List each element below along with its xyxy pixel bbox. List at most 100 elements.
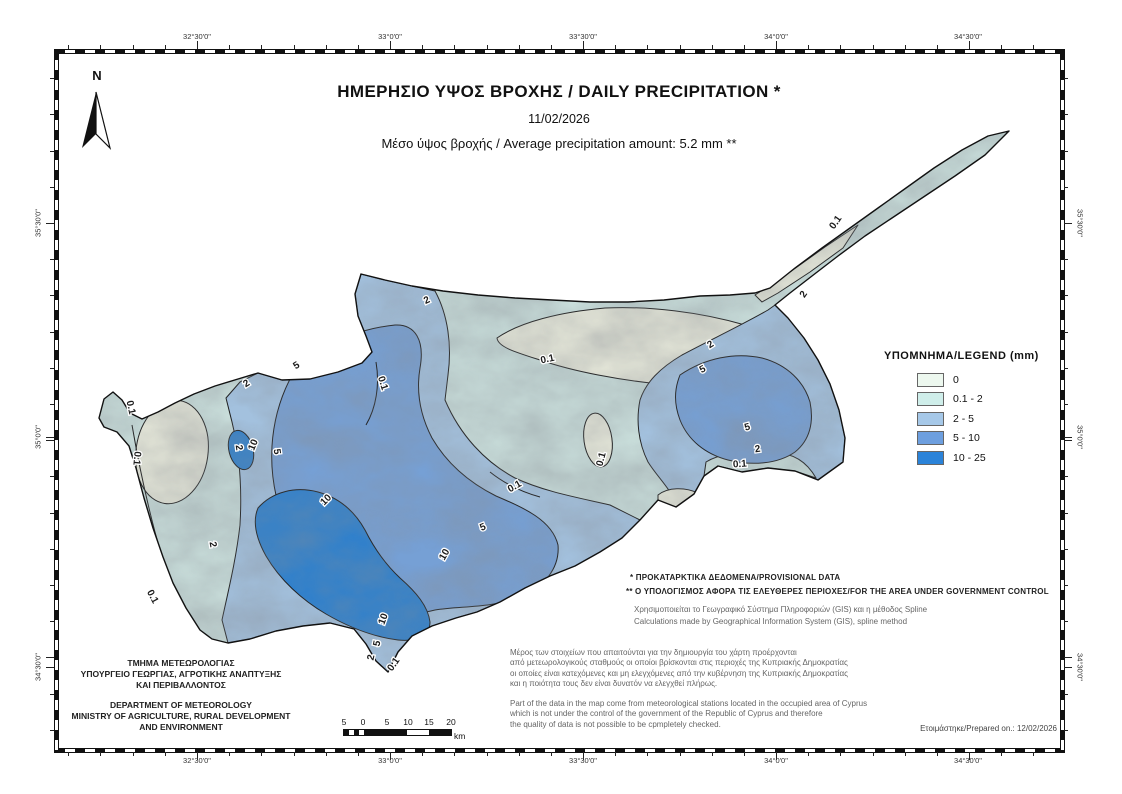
graticule-tick (422, 45, 424, 49)
graticule-tick (840, 752, 842, 756)
graticule-tick (261, 752, 263, 756)
graticule-tick (390, 41, 392, 49)
graticule-tick (904, 752, 906, 756)
graticule-label: 33°30'0" (569, 32, 597, 41)
graticule-tick (50, 729, 54, 731)
graticule-tick (711, 752, 713, 756)
graticule-tick (1064, 512, 1068, 514)
frame-left (54, 49, 59, 753)
map-date: 11/02/2026 (528, 112, 590, 126)
prepared-on: Ετοιμάστηκε/Prepared on.: 12/02/2026 (920, 724, 1057, 733)
graticule-tick (357, 752, 359, 756)
graticule-tick (872, 752, 874, 756)
graticule-tick (1064, 729, 1068, 731)
graticule-tick (68, 752, 70, 756)
contour-label: 0.1 (124, 400, 138, 416)
graticule-tick (100, 45, 102, 49)
contour-label: 0.1 (540, 353, 556, 367)
agency-greek: ΤΜΗΜΑ ΜΕΤΕΩΡΟΛΟΓΙΑΣ ΥΠΟΥΡΓΕΙΟ ΓΕΩΡΓΙΑΣ, … (80, 658, 282, 690)
graticule-tick (1001, 752, 1003, 756)
legend-row: 0 (917, 370, 1039, 390)
contour-label: 5 (743, 421, 752, 433)
graticule-tick (1064, 367, 1068, 369)
graticule-tick (454, 45, 456, 49)
graticule-tick (904, 45, 906, 49)
graticule-tick (486, 752, 488, 756)
legend-row: 5 - 10 (917, 429, 1039, 449)
legend-row: 0.1 - 2 (917, 390, 1039, 410)
scale-bar-segment (353, 730, 359, 735)
graticule-tick (100, 752, 102, 756)
graticule-tick (46, 223, 54, 224)
graticule-tick (164, 752, 166, 756)
legend-swatch (917, 411, 944, 426)
legend-swatch (917, 372, 944, 387)
graticule-tick (46, 667, 54, 668)
graticule-tick (197, 752, 198, 760)
graticule-tick (1064, 114, 1068, 116)
graticule-tick (50, 367, 54, 369)
graticule-tick (1064, 150, 1068, 152)
graticule-tick (50, 548, 54, 550)
graticule-tick (1064, 440, 1072, 442)
graticule-tick (50, 585, 54, 586)
contour-label: 2 (798, 289, 810, 300)
graticule-tick (50, 476, 54, 478)
graticule-label: 34°30'0" (954, 32, 982, 41)
contour-label: 0.1 (827, 213, 844, 231)
legend-row: 2 - 5 (917, 409, 1039, 429)
graticule-tick (550, 752, 552, 756)
graticule-tick (647, 45, 649, 49)
graticule-tick (325, 45, 327, 49)
graticule-tick (1064, 186, 1068, 188)
graticule-tick (615, 752, 617, 756)
contour-label: 5 (271, 448, 283, 455)
graticule-tick (679, 752, 681, 756)
scale-bar-segment (344, 730, 349, 735)
graticule-tick (1064, 667, 1072, 668)
scale-bar-strip (343, 729, 452, 736)
graticule-tick (936, 752, 938, 756)
scale-bar-number: 0 (360, 717, 366, 727)
legend-swatch (917, 392, 944, 407)
graticule-tick (50, 621, 54, 623)
graticule-tick (229, 45, 231, 49)
graticule-tick (229, 752, 231, 756)
legend-label: 5 - 10 (953, 432, 980, 445)
contour-label: 2 (754, 444, 761, 456)
graticule-tick (50, 295, 54, 297)
graticule-tick (1064, 621, 1068, 623)
scale-bar-number: 5 (384, 717, 390, 727)
graticule-tick (46, 657, 54, 659)
graticule-tick (46, 440, 54, 442)
contour-label: 5 (291, 360, 302, 373)
graticule-tick (1064, 585, 1068, 586)
legend-swatch (917, 450, 944, 465)
north-arrow-label: N (92, 68, 102, 83)
graticule-tick (583, 41, 585, 49)
graticule-tick (164, 45, 166, 49)
graticule-tick (1033, 45, 1035, 49)
contour-label: 5 (372, 639, 384, 647)
graticule-label: 33°0'0" (378, 756, 402, 765)
graticule-tick (325, 752, 327, 756)
graticule-tick (872, 45, 874, 49)
graticule-tick (518, 45, 520, 49)
graticule-tick (50, 78, 54, 80)
graticule-tick (132, 752, 134, 756)
legend-swatch (917, 431, 944, 446)
graticule-tick (583, 752, 585, 760)
graticule-tick (50, 114, 54, 116)
note-gis-greek: Χρησιμοποιείται το Γεωγραφικό Σύστημα Πλ… (634, 605, 928, 614)
scale-bar-number: 10 (403, 717, 413, 727)
graticule-tick (293, 45, 295, 49)
agency-english: DEPARTMENT OF METEOROLOGY MINISTRY OF AG… (71, 700, 291, 732)
graticule-tick (518, 752, 520, 756)
graticule-label: 34°0'0" (764, 32, 788, 41)
graticule-label: 33°30'0" (569, 756, 597, 765)
contour-label: 2 (366, 653, 378, 661)
graticule-label: 34°30'0" (954, 756, 982, 765)
graticule-tick (486, 45, 488, 49)
